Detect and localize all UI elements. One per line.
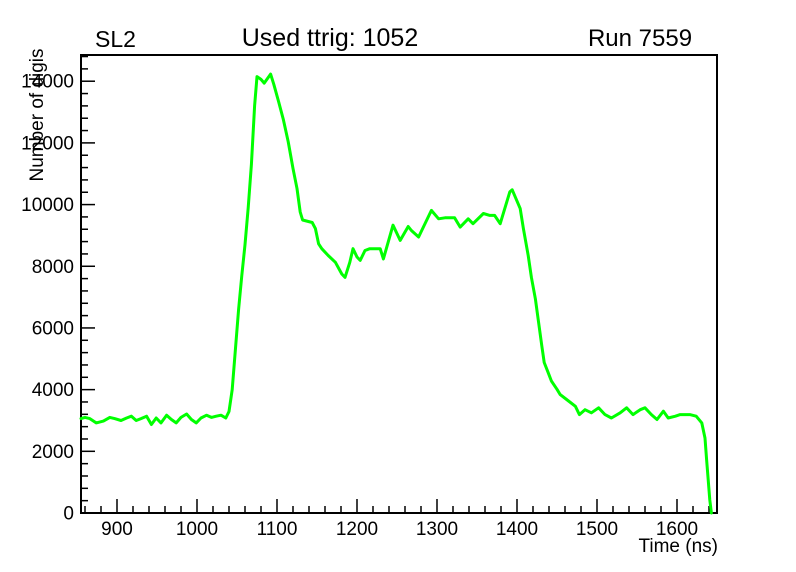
y-tick-label: 10000: [21, 195, 74, 216]
y-tick-label: 0: [63, 504, 74, 525]
x-tick-label: 1300: [416, 519, 458, 540]
data-line: [79, 72, 713, 515]
run-number-label: Run 7559: [587, 25, 693, 52]
x-tick-label: 900: [101, 519, 133, 540]
plot-frame: [80, 54, 718, 514]
y-tick-label: 14000: [21, 72, 74, 93]
x-tick-label: 1400: [496, 519, 538, 540]
x-tick-label: 1500: [576, 519, 618, 540]
x-tick-label: 1200: [336, 519, 378, 540]
x-tick-label: 1100: [257, 519, 298, 540]
y-tick-label: 4000: [32, 380, 74, 401]
y-tick-label: 12000: [21, 133, 74, 154]
y-tick-label: 8000: [32, 257, 74, 278]
x-tick-label: 1600: [656, 519, 698, 540]
y-axis-title: Number of digis: [27, 48, 48, 182]
histogram-title: Used ttrig: 1052: [241, 24, 419, 52]
y-tick-label: 2000: [32, 442, 74, 463]
superlayer-label: SL2: [95, 26, 136, 52]
x-axis-title: Time (ns): [638, 536, 718, 557]
y-tick-label: 6000: [32, 318, 74, 339]
x-tick-label: 1000: [176, 519, 218, 540]
